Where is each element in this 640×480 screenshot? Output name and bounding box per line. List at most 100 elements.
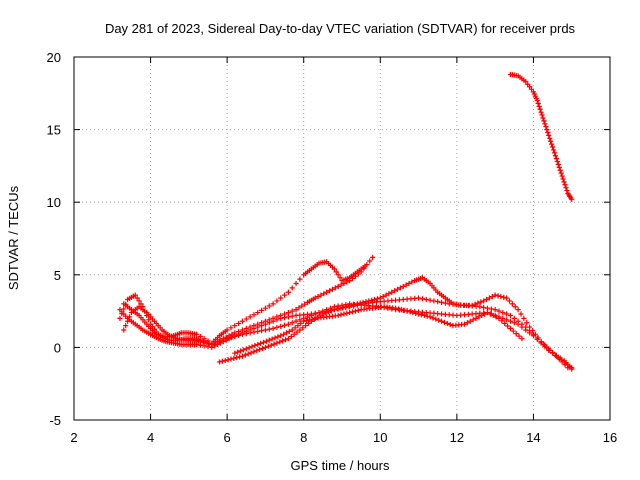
data-point [547, 135, 553, 141]
data-point [231, 355, 237, 361]
data-point [259, 307, 265, 313]
series-track-c [117, 295, 571, 371]
data-point [511, 315, 517, 321]
data-point [203, 340, 209, 346]
data-point [283, 330, 290, 336]
data-point [401, 307, 407, 313]
data-point [289, 313, 295, 319]
data-point [481, 298, 487, 304]
data-point [255, 341, 261, 348]
data-point [521, 315, 527, 321]
data-point [413, 310, 419, 316]
data-point [285, 309, 291, 316]
data-point [328, 308, 335, 314]
data-point [545, 129, 551, 136]
data-point [312, 295, 318, 301]
data-point [549, 350, 556, 356]
data-point [496, 315, 502, 321]
data-point [343, 304, 349, 310]
data-point [278, 333, 284, 339]
data-point [547, 347, 553, 353]
data-point [274, 298, 280, 304]
data-point [248, 350, 254, 356]
data-point [329, 286, 336, 292]
data-point [247, 330, 253, 336]
axis-ticks [73, 56, 611, 421]
data-point [289, 308, 295, 314]
data-point [546, 132, 552, 139]
data-point [504, 295, 510, 301]
grid-lines [74, 57, 610, 420]
data-point [347, 278, 353, 284]
data-point [394, 286, 401, 292]
data-point [337, 305, 343, 311]
data-point [134, 295, 140, 301]
y-tick-label: 20 [47, 50, 61, 65]
data-point [335, 272, 341, 278]
data-point [347, 309, 353, 316]
data-point [346, 303, 352, 309]
data-point [260, 339, 267, 345]
data-point [243, 331, 249, 337]
data-point [281, 315, 288, 321]
data-point [125, 318, 131, 324]
data-point [489, 293, 495, 300]
data-point [363, 299, 369, 305]
data-point [274, 340, 280, 346]
data-point [383, 292, 389, 298]
data-point [529, 328, 536, 334]
data-point [524, 320, 530, 326]
data-point [549, 141, 555, 147]
data-point [316, 309, 322, 316]
data-point [146, 317, 152, 323]
data-point [534, 97, 540, 104]
data-point [251, 312, 257, 318]
data-point [197, 338, 203, 345]
data-point [235, 349, 241, 355]
data-point [543, 124, 549, 130]
data-point [291, 331, 297, 337]
data-point [245, 351, 251, 357]
data-point [278, 295, 284, 301]
data-point [544, 127, 550, 133]
data-point [515, 307, 521, 313]
data-point [492, 292, 498, 298]
data-point [303, 317, 310, 324]
data-point [274, 317, 280, 323]
data-point [297, 276, 303, 282]
data-point [371, 296, 378, 303]
data-point [569, 365, 575, 371]
data-point [312, 311, 318, 317]
data-point [327, 305, 334, 311]
data-point [361, 265, 367, 271]
data-point [132, 292, 138, 298]
data-point [469, 302, 475, 308]
data-point [427, 314, 433, 320]
data-point [236, 354, 243, 360]
tick-labels: 2 4 6 8 10 12 14 16 -5 0 5 10 15 20 [47, 50, 618, 445]
data-point [360, 299, 366, 305]
data-point [370, 254, 376, 260]
data-point [397, 285, 403, 291]
data-point [355, 271, 361, 277]
data-point [418, 312, 425, 318]
x-tick-label: 12 [450, 430, 464, 445]
data-point [377, 295, 383, 301]
data-point [270, 325, 276, 332]
data-point [136, 298, 142, 304]
data-point [441, 319, 448, 325]
data-point [295, 323, 301, 329]
data-point [266, 337, 272, 343]
data-point [558, 170, 564, 176]
data-point [406, 280, 412, 287]
data-point [551, 150, 558, 156]
data-point [293, 280, 299, 287]
data-point [258, 340, 264, 347]
data-point [270, 301, 276, 307]
data-point [542, 121, 548, 127]
data-point [369, 297, 375, 303]
data-point [281, 292, 288, 298]
data-point [220, 337, 226, 343]
data-point [393, 305, 399, 311]
